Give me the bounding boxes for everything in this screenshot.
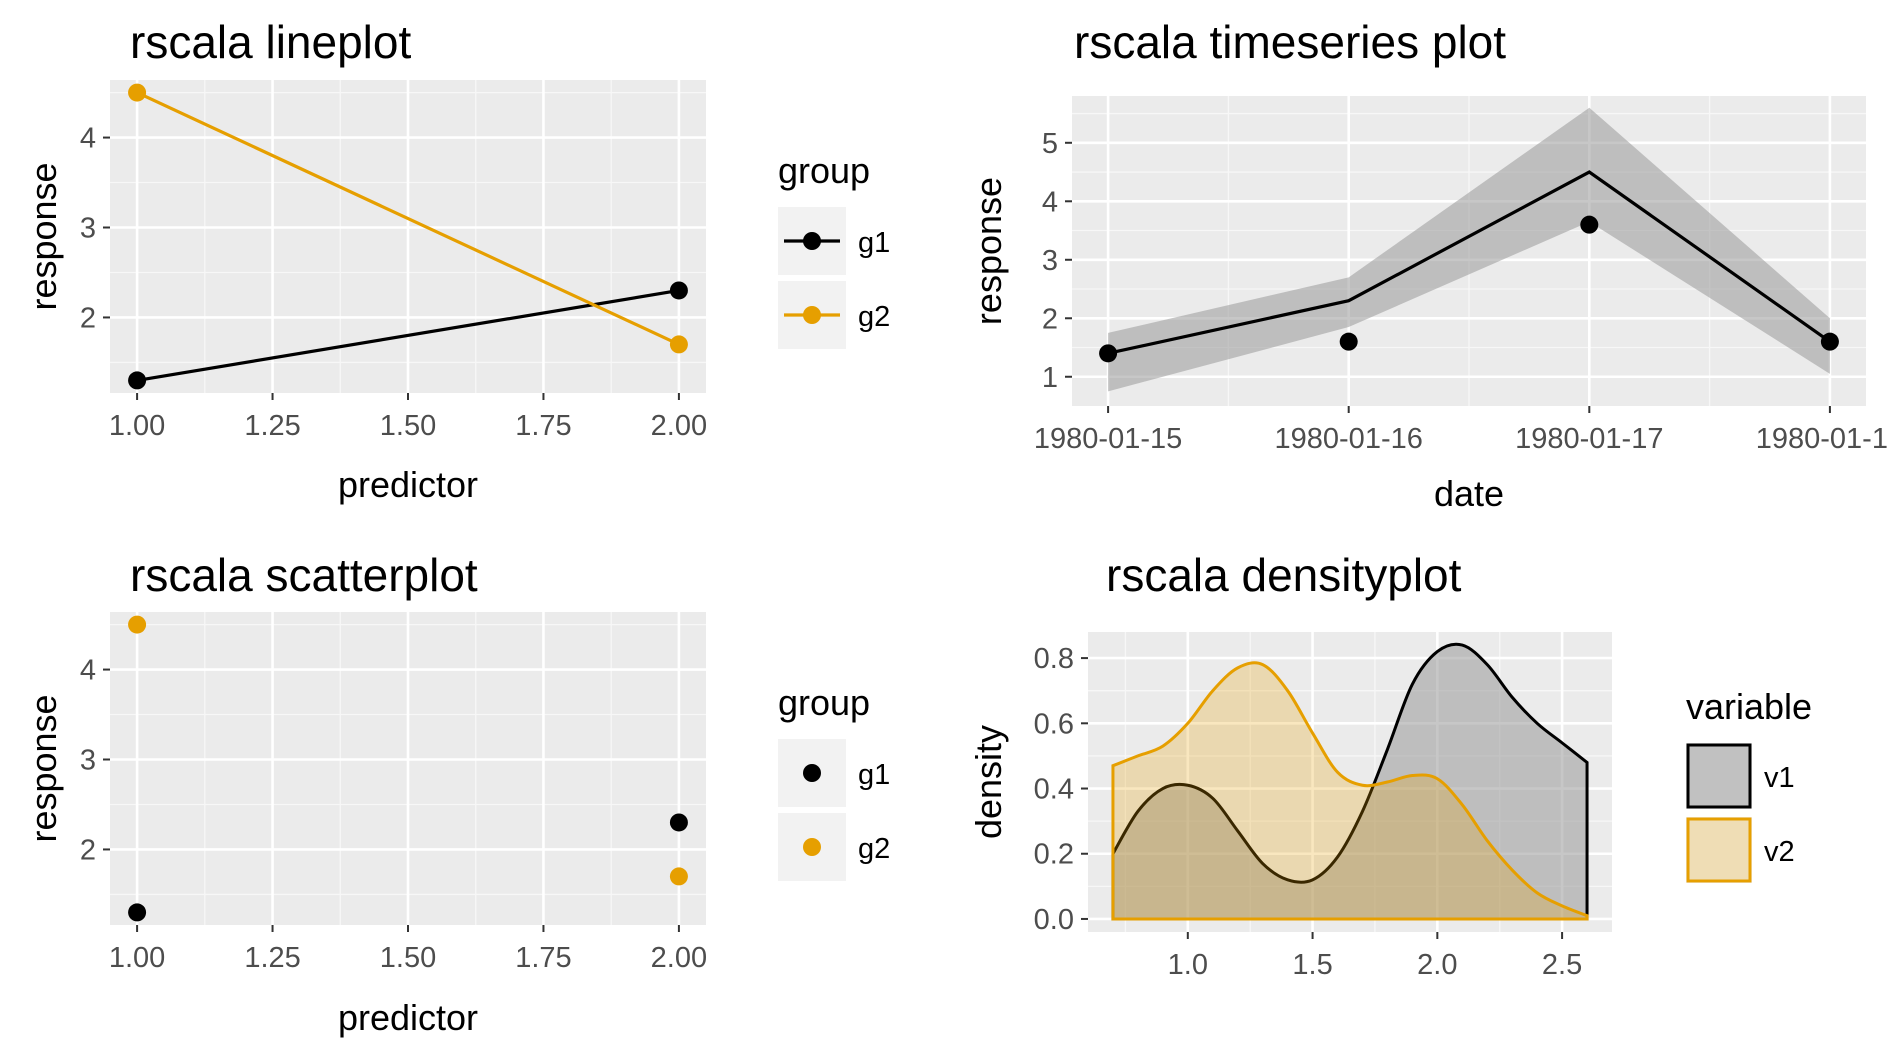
legend-key-g2 [803,306,821,324]
legend-label-v2: v2 [1764,836,1795,868]
timeseries-marks [1099,107,1839,392]
x-tick-label: 1.25 [244,942,300,974]
legend-key-g2 [803,838,821,856]
y-tick-label: 0.4 [1034,774,1074,806]
x-tick-label: 2.0 [1417,949,1457,981]
legend-label-g1: g1 [858,759,890,791]
data-point [1820,332,1839,351]
x-tick-label: 1.75 [515,410,571,442]
legend-key-bg [1686,817,1752,883]
x-tick-label: 2.00 [651,410,707,442]
x-tick-label: 1.00 [109,942,165,974]
x-tick-label: 1980-01-18 [1756,423,1889,455]
confidence-ribbon [1108,107,1830,392]
y-tick-label: 5 [1042,128,1058,160]
timeseries-y-axis-title: response [968,177,1009,325]
data-point-g1 [128,903,147,922]
density-area-v1 [1111,642,1589,921]
legend-key-g1 [803,764,821,782]
legend-key-g1 [803,232,821,250]
y-tick-label: 2 [1042,303,1058,335]
lineplot-gridlines [110,80,706,393]
series-line [1107,170,1831,355]
lineplot-y-axis-title: response [23,162,64,310]
scatterplot-x-axis-title: predictor [338,997,478,1038]
timeseries-chart: rscala timeseries plot 1980-01-15 1980-01-… [968,16,1889,514]
y-tick-label: 4 [80,655,96,687]
y-tick-label: 2 [80,302,96,334]
x-tick-label: 2.5 [1542,949,1582,981]
lineplot-marks [128,83,688,390]
timeseries-title: rscala timeseries plot [1074,16,1506,68]
y-tick-label: 0.0 [1034,904,1074,936]
densityplot-chart: rscala densityplot 1.0 1.5 2.0 2.5 0.0 0.2 0.4 0… [968,549,1812,981]
x-tick-label: 2.00 [651,942,707,974]
y-tick-label: 4 [1042,186,1058,218]
x-tick-label: 1.25 [244,410,300,442]
data-point-g2 [128,83,147,102]
y-tick-label: 0.8 [1034,643,1074,675]
x-tick-label: 1.5 [1292,949,1332,981]
x-tick-label: 1.50 [380,942,436,974]
x-tick-label: 1.50 [380,410,436,442]
lineplot-legend: group g1 g2 [778,150,890,349]
x-tick-label: 1.0 [1168,949,1208,981]
timeseries-x-axis-title: date [1434,473,1504,514]
y-tick-label: 4 [80,123,96,155]
y-tick-label: 3 [1042,245,1058,277]
lineplot-chart: rscala lineplot 1.00 1.25 1.50 1.75 2.00 2 3 4 pr… [23,16,890,505]
legend-label-g1: g1 [858,227,890,259]
data-point [1339,332,1358,351]
scatterplot-y-axis-title: response [23,694,64,842]
scatterplot-marks [128,615,688,922]
y-tick-label: 3 [80,745,96,777]
data-point-g1 [669,813,688,832]
data-point-g2 [669,867,688,886]
data-point-g1 [669,281,688,300]
x-tick-label: 1980-01-17 [1515,423,1663,455]
data-point-g2 [669,335,688,354]
y-tick-label: 1 [1042,362,1058,394]
x-tick-label: 1.00 [109,410,165,442]
x-tick-label: 1980-01-16 [1275,423,1423,455]
legend-key-v2 [1686,817,1752,883]
legend-label-g2: g2 [858,833,890,865]
y-tick-label: 3 [80,213,96,245]
scatterplot-legend: group g1 g2 [778,682,890,881]
y-tick-label: 0.2 [1034,839,1074,871]
lineplot-title: rscala lineplot [130,16,411,68]
densityplot-title: rscala densityplot [1106,549,1462,601]
scatterplot-chart: rscala scatterplot 1.00 1.25 1.50 1.75 2.00 2 3… [23,549,890,1038]
scatterplot-title: rscala scatterplot [130,549,478,601]
legend-key-v1 [1686,743,1752,809]
scatterplot-gridlines [110,612,706,925]
legend-title: variable [1686,686,1812,727]
densityplot-legend: variable v1 v2 [1686,686,1812,883]
lineplot-x-axis-title: predictor [338,464,478,505]
legend-label-v1: v1 [1764,762,1795,794]
data-point-g2 [128,615,147,634]
data-point [1580,215,1599,234]
legend-title: group [778,150,870,191]
data-point-g1 [128,371,147,390]
y-tick-label: 2 [80,834,96,866]
series-line-g1 [136,288,680,382]
data-point [1099,344,1118,363]
x-tick-label: 1.75 [515,942,571,974]
series-line-g2 [136,91,680,346]
densityplot-marks [1111,642,1589,921]
y-tick-label: 0.6 [1034,708,1074,740]
density-area-v2 [1111,661,1589,921]
densityplot-y-axis-title: density [968,725,1009,839]
legend-label-g2: g2 [858,301,890,333]
legend-title: group [778,682,870,723]
x-tick-label: 1980-01-15 [1034,423,1182,455]
